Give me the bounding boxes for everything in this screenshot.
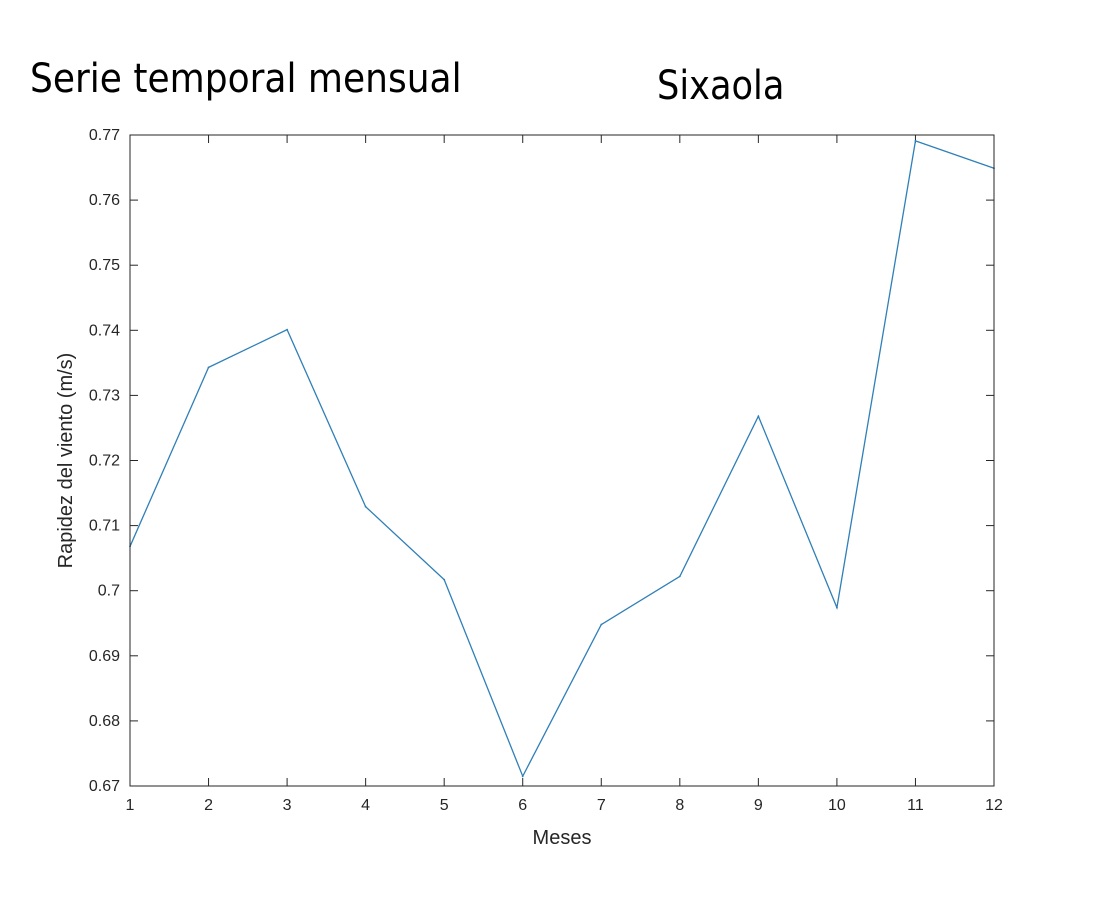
x-tick-label: 10 (828, 797, 846, 814)
x-tick-label: 9 (754, 797, 763, 814)
y-tick-label: 0.76 (89, 192, 120, 209)
data-point (914, 139, 917, 142)
y-tick-label: 0.71 (89, 518, 120, 535)
data-point (286, 328, 288, 331)
y-tick-label: 0.72 (89, 453, 120, 470)
x-tick-label: 2 (204, 797, 213, 814)
y-tick-label: 0.68 (89, 713, 120, 730)
x-tick-label: 12 (985, 797, 1003, 814)
x-tick-label: 4 (361, 797, 370, 814)
y-tick-label: 0.67 (89, 778, 120, 795)
x-tick-label: 6 (518, 797, 527, 814)
axes-box (129, 134, 995, 787)
x-axis-label: Meses (533, 827, 592, 849)
y-tick-label: 0.7 (98, 583, 120, 600)
x-tick-label: 11 (907, 797, 924, 814)
x-tick-label: 5 (440, 797, 449, 814)
y-tick-label: 0.74 (89, 322, 120, 339)
data-point (207, 366, 210, 369)
data-point (600, 623, 603, 626)
data-point (757, 415, 760, 418)
y-tick-label: 0.77 (89, 127, 120, 144)
y-tick-label: 0.75 (89, 257, 120, 274)
y-axis-label: Rapidez del viento (m/s) (55, 353, 77, 569)
data-point (836, 606, 838, 609)
x-tick-label: 3 (283, 797, 292, 814)
data-point (443, 578, 446, 581)
y-tick-label: 0.69 (89, 648, 120, 665)
chart-subtitle: Sixaola (657, 63, 785, 109)
x-tick-label: 7 (597, 797, 606, 814)
tick-labels: 1 2 3 4 5 6 7 8 9 10 11 120.670.680.690.70.710.720.… (89, 127, 1003, 814)
x-tick-label: 1 (126, 797, 135, 814)
data-point (521, 775, 524, 778)
chart-title: Serie temporal mensual (30, 56, 462, 102)
plot-area (130, 135, 994, 786)
series-line (129, 139, 995, 778)
y-tick-label: 0.73 (89, 387, 120, 404)
data-point (364, 505, 367, 508)
x-tick-label: 8 (675, 797, 684, 814)
data-point (678, 575, 681, 578)
